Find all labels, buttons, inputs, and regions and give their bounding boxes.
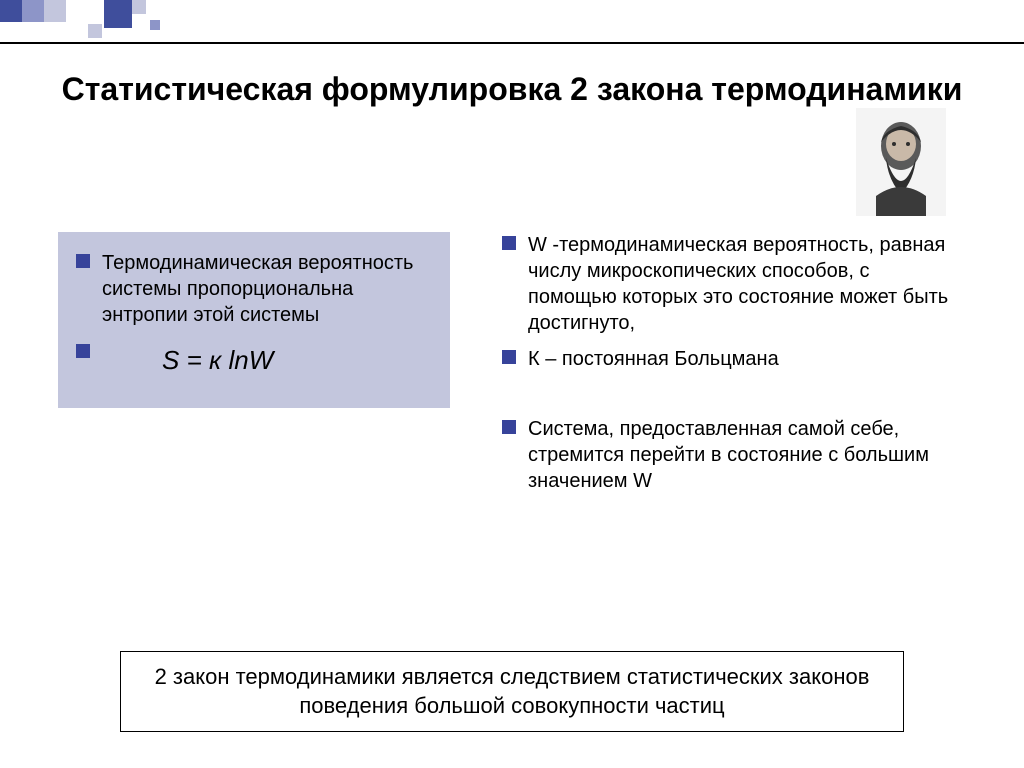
slide-title: Статистическая формулировка 2 закона тер… xyxy=(0,70,1024,108)
boltzmann-portrait xyxy=(856,108,946,216)
right-bullet-2: К – постоянная Больцмана xyxy=(502,346,962,372)
bottom-statement: 2 закон термодинамики является следствие… xyxy=(155,664,870,719)
right-bullet-1: W -термодинамическая вероятность, равная… xyxy=(502,232,962,336)
deco-square xyxy=(132,0,146,14)
right-bullet-3: Система, предоставленная самой себе, стр… xyxy=(502,416,962,494)
left-text-1: Термодинамическая вероятность системы пр… xyxy=(102,250,432,328)
bullet-icon xyxy=(76,344,90,358)
bullet-icon xyxy=(76,254,90,268)
deco-square xyxy=(104,0,132,28)
left-panel: Термодинамическая вероятность системы пр… xyxy=(58,232,450,408)
deco-square xyxy=(150,20,160,30)
right-text-3: Система, предоставленная самой себе, стр… xyxy=(528,416,962,494)
bullet-icon xyxy=(502,350,516,364)
right-column: W -термодинамическая вероятность, равная… xyxy=(502,232,962,504)
right-text-1: W -термодинамическая вероятность, равная… xyxy=(528,232,962,336)
bullet-icon xyxy=(502,420,516,434)
deco-square xyxy=(22,0,44,22)
corner-decoration xyxy=(0,0,220,40)
deco-square xyxy=(44,0,66,22)
formula-row: S = к lnW xyxy=(76,340,432,382)
boltzmann-formula: S = к lnW xyxy=(102,340,273,382)
bullet-icon xyxy=(502,236,516,250)
deco-square xyxy=(88,24,102,38)
right-text-2: К – постоянная Больцмана xyxy=(528,346,779,372)
bottom-statement-box: 2 закон термодинамики является следствие… xyxy=(120,651,904,732)
deco-square xyxy=(0,0,22,22)
left-bullet-1: Термодинамическая вероятность системы пр… xyxy=(76,250,432,328)
top-rule xyxy=(0,42,1024,44)
